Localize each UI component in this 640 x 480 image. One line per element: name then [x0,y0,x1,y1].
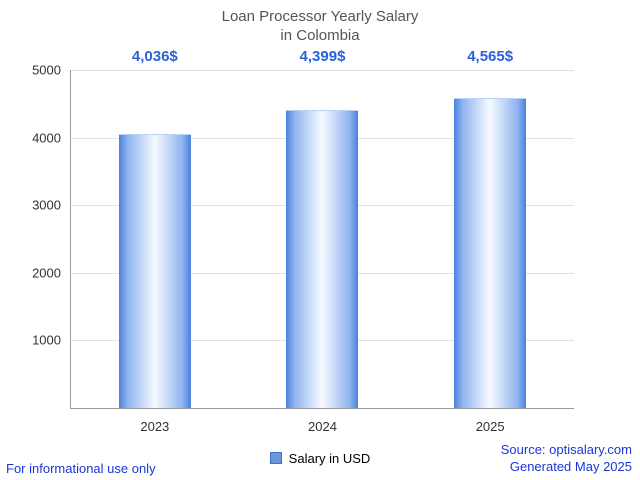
bar-column: 4,399$ 2024 [239,48,407,434]
y-tick-label: 3000 [32,197,61,213]
source-block: Source: optisalary.com Generated May 202… [501,442,632,476]
bar [118,134,191,408]
x-tick-label: 2023 [140,419,170,434]
chart-title: Loan Processor Yearly Salary in Colombia [0,8,640,46]
generated-text: Generated May 2025 [509,459,632,475]
y-tick-label: 4000 [32,130,61,146]
source-text[interactable]: Source: optisalary.com [500,442,632,458]
bar-value-label: 4,565$ [467,48,514,65]
legend-label: Salary in USD [288,451,371,466]
y-tick-label: 2000 [32,265,61,281]
chart-title-line1: Loan Processor Yearly Salary [221,8,419,25]
y-tick-label: 1000 [32,332,61,348]
bar-value-label: 4,399$ [299,48,346,65]
chart-title-line2: in Colombia [280,26,360,44]
gridline [71,70,574,71]
legend-marker-icon [269,452,282,464]
x-tick-label: 2024 [308,419,337,434]
y-tick-label: 5000 [32,62,61,78]
x-tick-label: 2025 [475,419,505,434]
bar-column: 4,036$ 2023 [71,48,239,434]
bar [286,109,359,408]
bar-column: 4,565$ 2025 [406,48,574,434]
plot-area: 1000 2000 3000 4000 5000 4,036$ 2023 4,399$ 2024… [32,48,574,434]
bar [454,98,527,408]
disclaimer-text: For informational use only [6,461,156,476]
legend: Salary in USD [0,451,640,466]
bar-value-label: 4,036$ [131,48,178,65]
